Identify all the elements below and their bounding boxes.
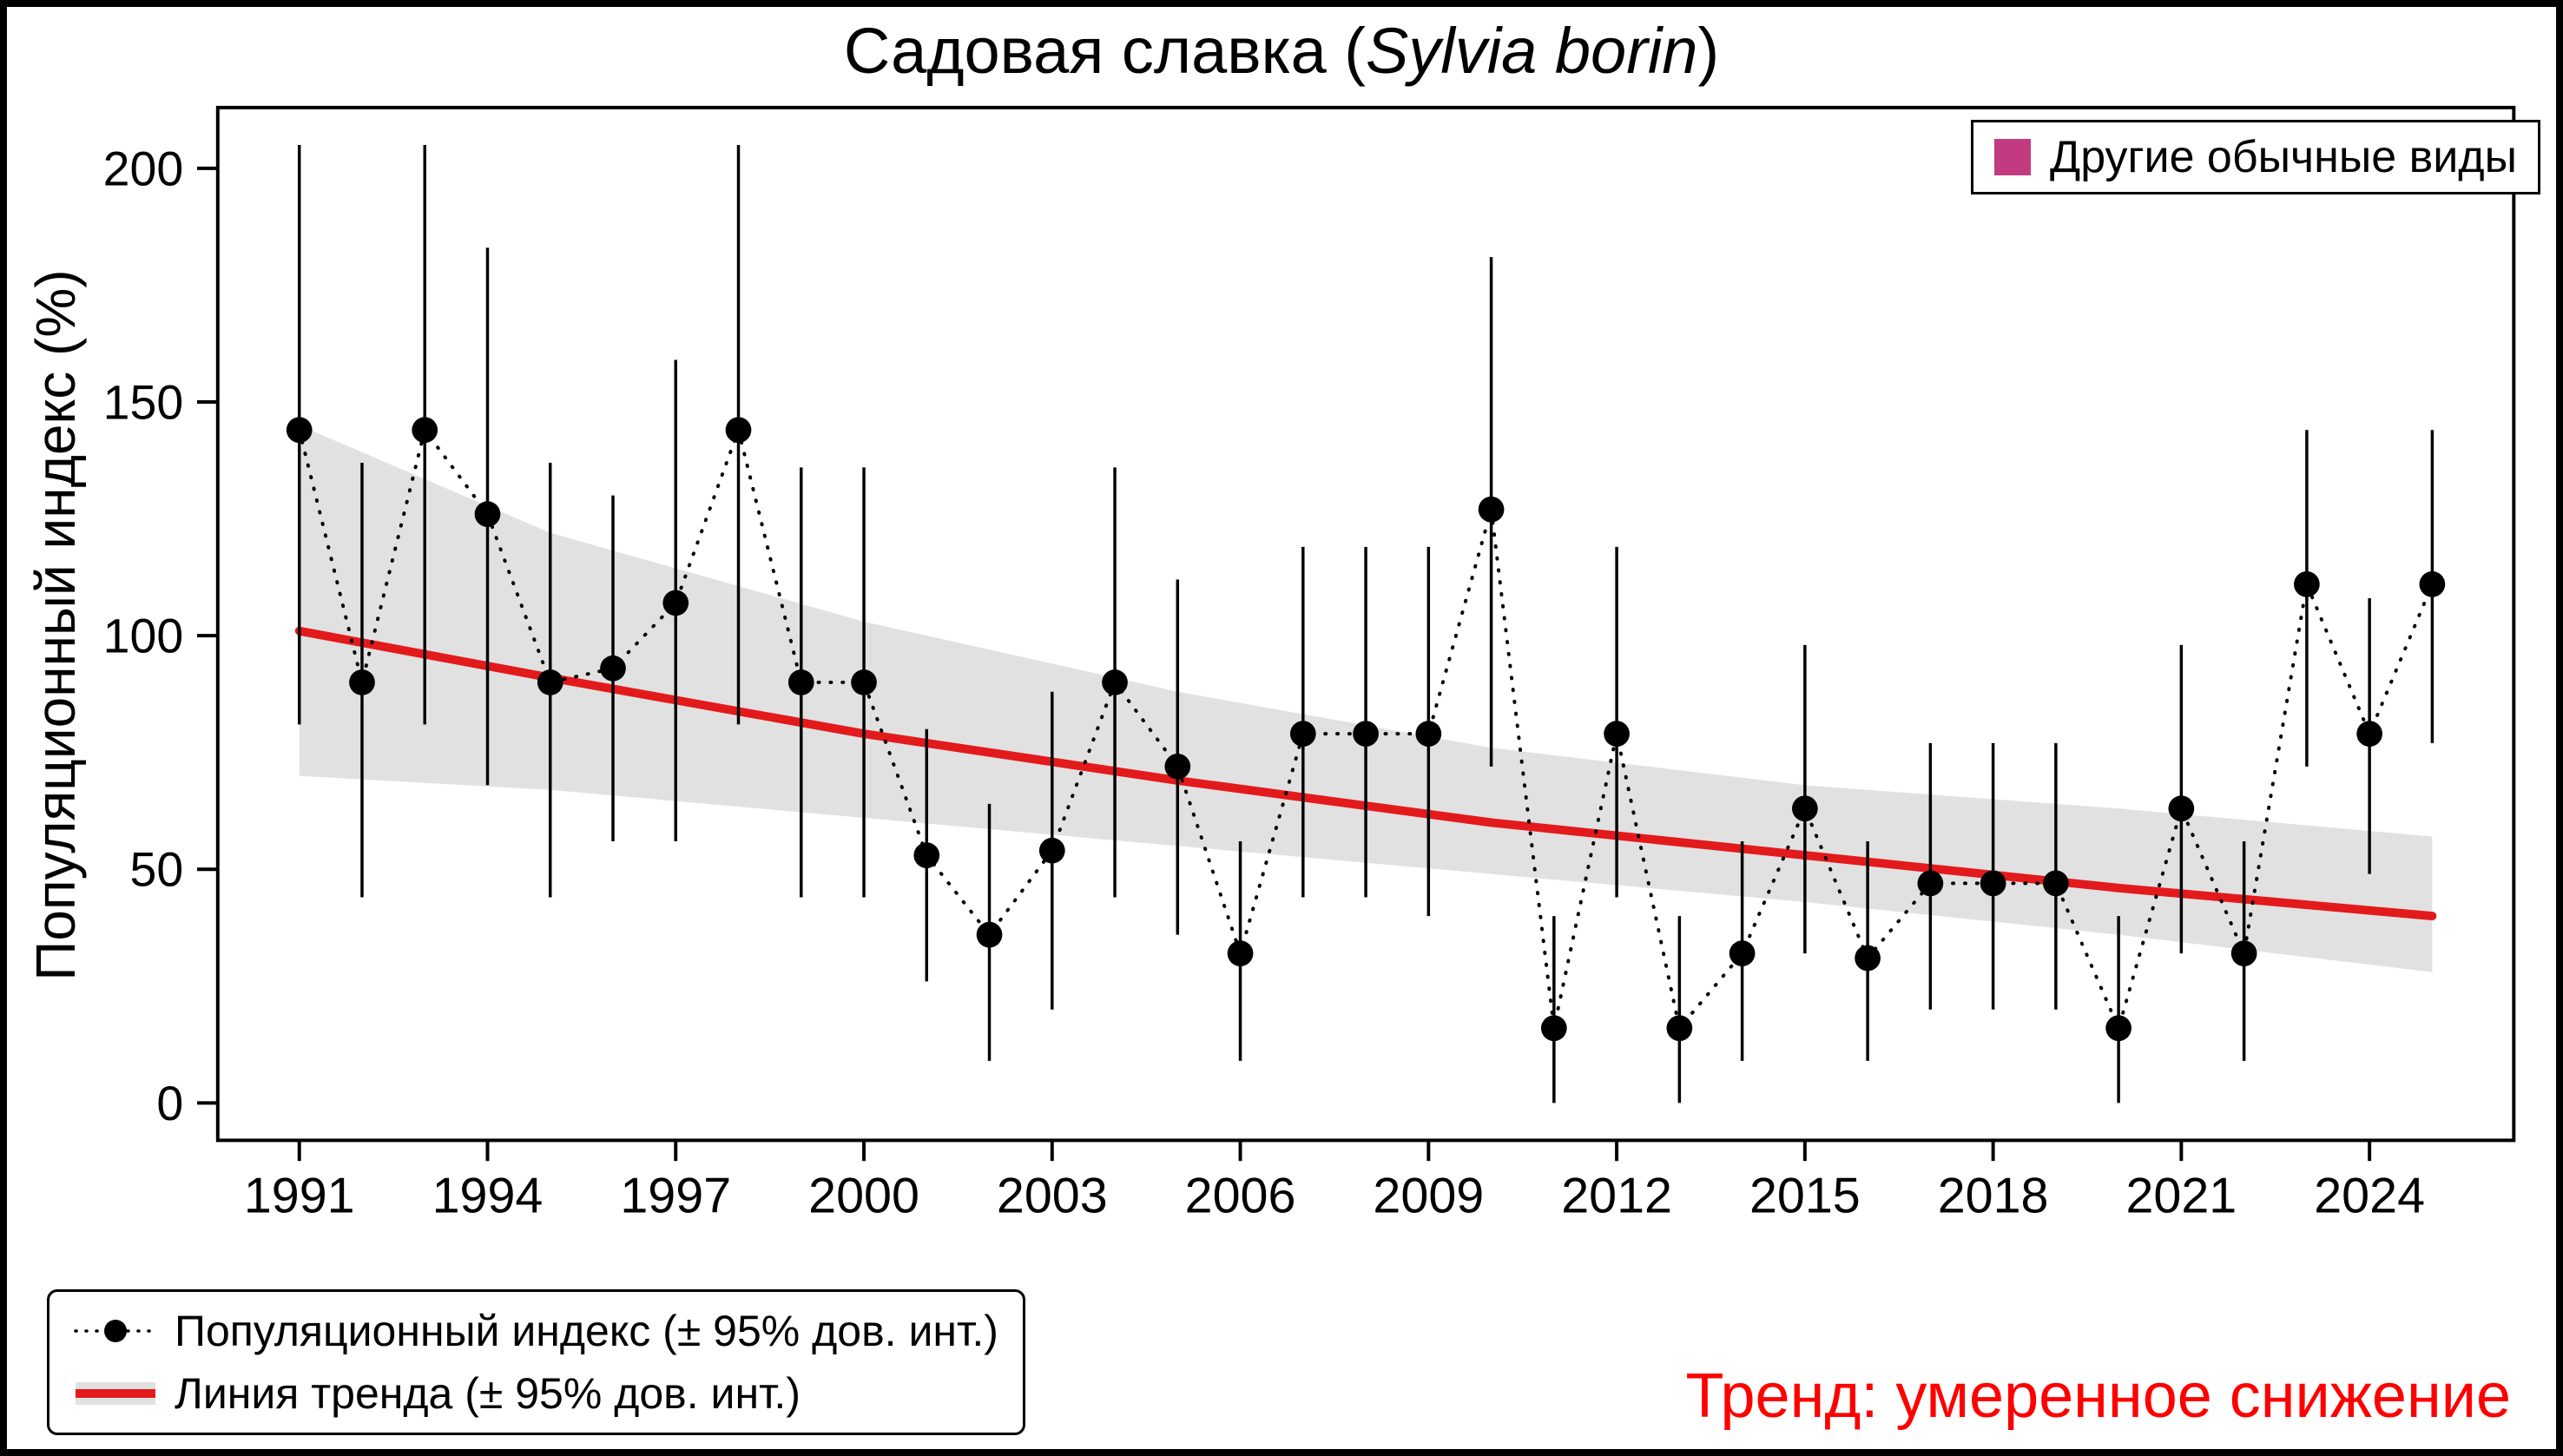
svg-text:100: 100 <box>103 609 184 663</box>
svg-text:2015: 2015 <box>1749 1169 1861 1224</box>
svg-text:1994: 1994 <box>432 1169 544 1224</box>
svg-text:2021: 2021 <box>2125 1169 2237 1224</box>
y-axis-label: Популяционный индекс (%) <box>24 269 87 981</box>
svg-text:0: 0 <box>156 1077 183 1130</box>
svg-text:2024: 2024 <box>2314 1169 2425 1224</box>
other-species-legend-label: Другие обычные виды <box>2050 132 2517 182</box>
legend-row-points: Популяционный индекс (± 95% дов. инт.) <box>74 1306 998 1356</box>
point-errorbar-icon <box>74 1320 157 1342</box>
trend-line-icon <box>76 1382 155 1405</box>
chart-legend: Популяционный индекс (± 95% дов. инт.) Л… <box>47 1289 1025 1435</box>
svg-text:1991: 1991 <box>244 1169 355 1224</box>
svg-text:2000: 2000 <box>808 1169 919 1224</box>
svg-text:2012: 2012 <box>1561 1169 1672 1224</box>
svg-text:200: 200 <box>103 142 184 195</box>
data-points-layer <box>286 417 2446 1042</box>
title-suffix: ) <box>1697 15 1720 87</box>
connector-line-layer <box>297 424 2435 1034</box>
svg-text:150: 150 <box>103 375 184 429</box>
svg-text:50: 50 <box>129 843 183 897</box>
title-prefix: Садовая славка ( <box>843 15 1366 87</box>
legend-trend-label: Линия тренда (± 95% дов. инт.) <box>175 1369 801 1418</box>
chart-title: Садовая славка (Sylvia borin) <box>7 14 2556 88</box>
axes-layer: 0 50 100 150 200 1991 1994 1997 2000 2003 2006 2009… <box>103 142 2425 1223</box>
svg-text:2009: 2009 <box>1373 1169 1484 1224</box>
pink-square-icon <box>1994 139 2031 175</box>
svg-text:2003: 2003 <box>997 1169 1108 1224</box>
plot-border <box>215 105 2516 1143</box>
svg-text:2018: 2018 <box>1938 1169 2049 1224</box>
other-species-legend: Другие обычные виды <box>1971 120 2540 194</box>
svg-text:2006: 2006 <box>1185 1169 1296 1224</box>
confidence-band-layer <box>299 425 2433 972</box>
legend-row-trend: Линия тренда (± 95% дов. инт.) <box>74 1368 998 1419</box>
trend-status-text: Тренд: умеренное снижение <box>1685 1361 2511 1431</box>
svg-text:1997: 1997 <box>620 1169 731 1224</box>
population-index-chart: 0 50 100 150 200 1991 1994 1997 2000 2003 2006 2009… <box>103 105 2516 1224</box>
title-species: Sylvia borin <box>1365 15 1698 87</box>
legend-points-label: Популяционный индекс (± 95% дов. инт.) <box>175 1307 998 1355</box>
